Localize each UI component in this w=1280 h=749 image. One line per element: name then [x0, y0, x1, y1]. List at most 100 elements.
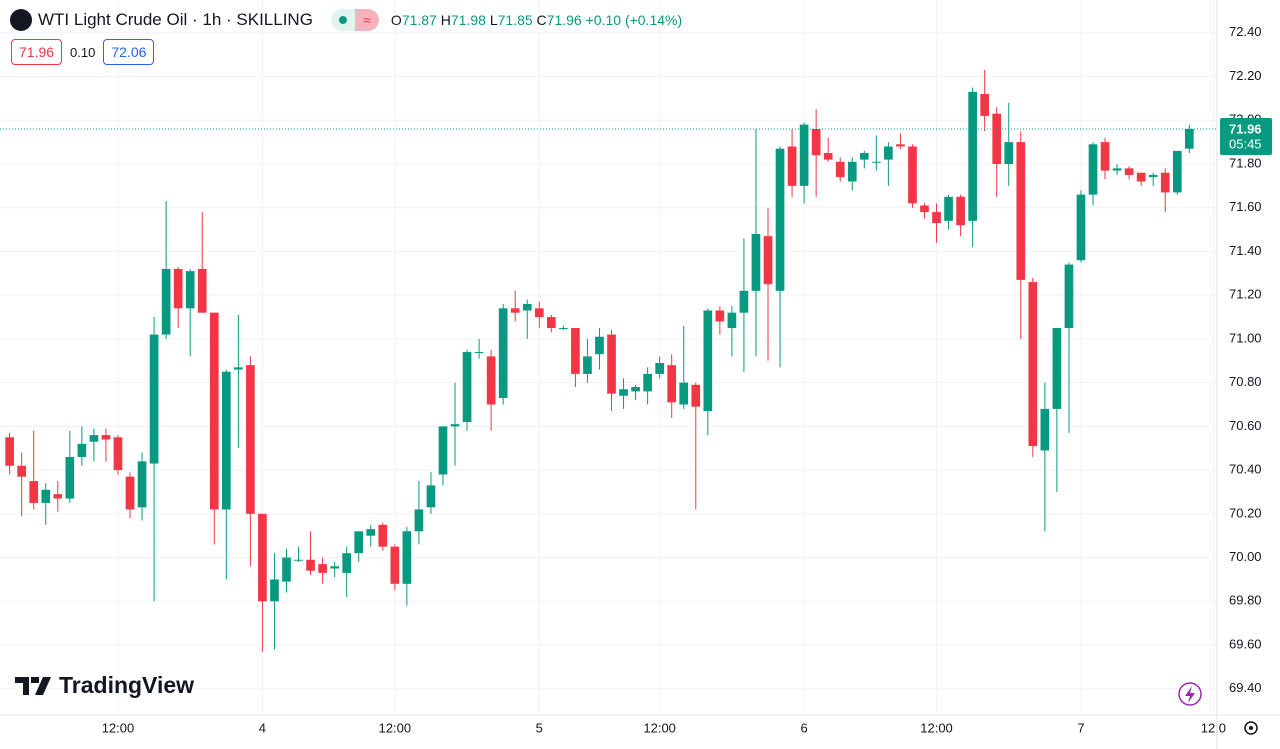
y-tick-label: 70.40 [1229, 462, 1262, 477]
value: 71.87 [401, 12, 437, 28]
candle-body [1052, 327, 1062, 409]
flash-icon [1178, 682, 1202, 706]
candle-body [113, 437, 123, 471]
y-tick-label: 71.40 [1229, 243, 1262, 258]
candle-body [703, 310, 713, 412]
x-tick-label: 12:00 [102, 720, 135, 735]
price-tag [1220, 118, 1272, 156]
symbol-icon [10, 9, 32, 31]
candle-body [534, 308, 544, 318]
logo-text: TradingView [59, 672, 195, 698]
candle-body [486, 356, 496, 405]
candle-body [161, 268, 171, 335]
candle-body [1016, 142, 1026, 280]
candle-body [583, 356, 592, 374]
y-tick-label: 72.40 [1229, 24, 1262, 39]
candle-body [342, 553, 352, 573]
candle-body [1148, 174, 1158, 178]
candle-body [390, 546, 400, 584]
candle-body [920, 205, 929, 213]
x-tick-label: 4 [259, 720, 266, 735]
candle-body [1088, 144, 1098, 195]
candle-body [1040, 408, 1050, 451]
candle-body [89, 435, 99, 442]
candle-body [799, 124, 809, 186]
market-status[interactable]: ≈ [330, 9, 379, 31]
change-pct: (+0.14%) [624, 12, 683, 28]
candle-body [1028, 282, 1038, 447]
candle-body [354, 531, 364, 554]
x-tick-label: 5 [536, 720, 543, 735]
chart-title[interactable]: WTI Light Crude Oil · 1h · SKILLING [38, 10, 313, 29]
candle-body [763, 236, 773, 285]
candle-body [715, 310, 725, 322]
candle-body [835, 161, 845, 178]
candle-body [1172, 150, 1182, 193]
candle-body [992, 113, 1002, 164]
settings-icon [1244, 721, 1258, 735]
y-tick-label: 71.20 [1229, 287, 1262, 302]
x-tick-label: 12:00 [643, 720, 676, 735]
candle-body [246, 365, 255, 514]
candle-body [149, 334, 159, 464]
candle-body [510, 308, 520, 313]
candle-body [619, 389, 628, 396]
candle-body [896, 144, 905, 147]
candle-body [41, 489, 51, 503]
candle-body [751, 233, 761, 291]
candle-body [173, 268, 183, 309]
candle-body [294, 559, 303, 561]
y-tick-label: 69.80 [1229, 593, 1262, 608]
x-tick-label: 12:00 [379, 720, 412, 735]
candle-body [667, 365, 677, 403]
logo[interactable]: TradingView [15, 672, 194, 699]
change: +0.10 [585, 12, 622, 28]
candle-body [137, 461, 147, 508]
y-tick-label: 71.60 [1229, 199, 1262, 214]
candle-body [823, 153, 833, 160]
candle-body [1004, 142, 1014, 164]
candle-body [595, 336, 604, 355]
candle-body [884, 146, 893, 160]
value: 71.96 [546, 12, 582, 28]
candle-body [546, 317, 556, 328]
y-tick-label: 72.20 [1229, 68, 1262, 83]
candle-body [1064, 264, 1074, 328]
candle-body [282, 557, 291, 582]
candle-body [679, 382, 689, 405]
y-tick-label: 70.80 [1229, 374, 1262, 389]
candle-body [270, 579, 279, 602]
header: WTI Light Crude Oil · 1h · SKILLING ≈ O7… [10, 8, 682, 32]
logo-icon [15, 676, 51, 695]
candle-body [1184, 129, 1194, 149]
y-tick-label: 70.20 [1229, 505, 1262, 520]
y-tick-label: 69.60 [1229, 636, 1262, 651]
candle-body [125, 476, 135, 510]
candle-body [787, 146, 797, 186]
candle-body [306, 559, 315, 571]
label: O [390, 12, 402, 28]
candle-body [318, 564, 327, 573]
x-tick-label: 12:0 [1201, 720, 1226, 735]
candle-body [522, 303, 532, 311]
bid[interactable]: 71.96 [11, 39, 63, 65]
candle-body [498, 308, 508, 398]
candle-body [968, 91, 977, 221]
candle-body [727, 312, 737, 328]
candle-body [330, 566, 339, 569]
ohlc-legend: O71.87 H71.98 L71.85 C71.96 +0.10 (+0.14… [391, 12, 682, 28]
candle-body [1076, 194, 1086, 261]
candle-body [643, 373, 652, 392]
candle-body [426, 485, 436, 508]
y-tick-label: 71.80 [1229, 155, 1262, 170]
ask[interactable]: 72.06 [103, 39, 155, 65]
y-tick-label: 70.00 [1229, 549, 1262, 564]
candle-body [847, 161, 857, 182]
candle-body [607, 334, 616, 394]
candle-body [474, 352, 484, 354]
candle-body [197, 268, 207, 313]
candle-body [29, 481, 39, 503]
candle-body [438, 426, 448, 475]
candle-body [1112, 168, 1122, 171]
